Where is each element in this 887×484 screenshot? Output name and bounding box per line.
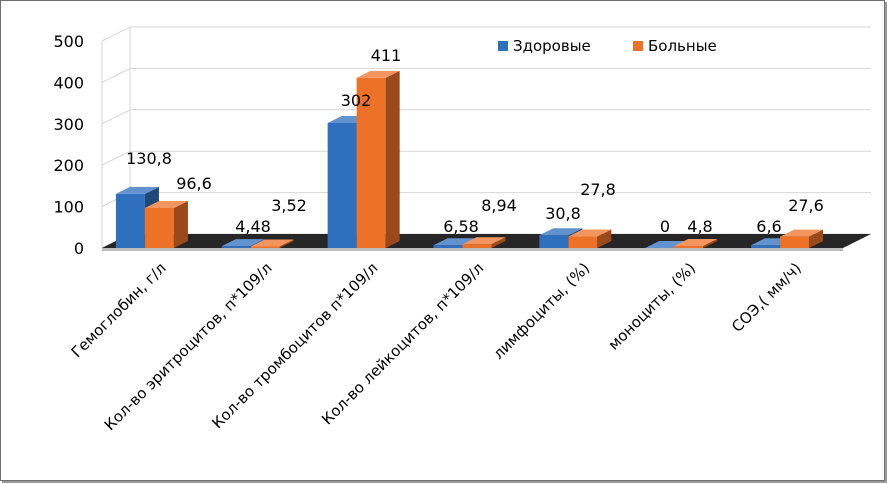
bar-side: [385, 70, 400, 248]
data-label: 0: [660, 217, 670, 236]
data-label: 3,52: [271, 196, 307, 215]
legend-swatch: [498, 41, 508, 51]
bar-side: [279, 239, 294, 248]
data-label: 4,8: [687, 217, 712, 236]
data-label: 4,48: [235, 217, 271, 236]
y-tick-label: 400: [53, 73, 84, 92]
y-tick-label: 300: [53, 115, 84, 134]
bar-top: [539, 228, 583, 236]
bar-side: [703, 239, 718, 248]
bar-front: [115, 193, 145, 248]
bar-front: [221, 246, 251, 248]
gridline-side: [101, 109, 131, 125]
bar-front: [751, 245, 781, 248]
y-tick-label: 0: [74, 239, 84, 258]
y-tick-label: 100: [53, 198, 84, 217]
bar-side: [597, 229, 612, 248]
bar-side: [809, 229, 824, 248]
legend-swatch: [633, 41, 643, 51]
bar-top: [250, 239, 294, 247]
data-label: 411: [371, 46, 402, 65]
legend-label: Больные: [648, 37, 717, 55]
data-label: 27,8: [580, 180, 616, 199]
x-category-label: лимфоциты, (%): [489, 259, 593, 363]
bar-top: [462, 237, 506, 245]
gridline-side: [101, 67, 131, 83]
x-category-label: Кол-во тромбоцитов п*109/л: [208, 259, 381, 432]
x-category-label: Кол-во эритроцитов, п*109/л: [101, 259, 276, 434]
y-tick-label: 500: [53, 32, 84, 51]
bar-front: [462, 244, 492, 248]
data-label: 302: [341, 91, 372, 110]
gridline-side: [101, 150, 131, 166]
data-label: 130,8: [126, 149, 172, 168]
bar-front: [327, 122, 357, 248]
bar-side: [173, 201, 188, 248]
bar-front: [356, 77, 386, 248]
bar-front: [674, 246, 704, 248]
x-category-label: Гемоглобин, г/л: [68, 259, 170, 361]
data-label: 6,58: [443, 217, 479, 236]
bar-top: [221, 239, 265, 247]
bar-front: [144, 208, 174, 248]
data-label: 8,94: [481, 196, 517, 215]
data-label: 6,6: [756, 217, 781, 236]
bar-side: [491, 237, 506, 248]
data-label: 30,8: [545, 204, 581, 223]
data-label: 96,6: [176, 174, 212, 193]
y-tick-label: 200: [53, 156, 84, 175]
bar-top: [674, 239, 718, 247]
bar-top: [115, 186, 159, 194]
x-category-label: моноциты, (%): [605, 259, 699, 353]
x-category-label: СОЭ,( мм/ч): [728, 259, 805, 336]
bar-top: [356, 70, 400, 78]
bar-front: [568, 236, 598, 248]
bar-top: [144, 201, 188, 209]
bar-top: [780, 229, 824, 237]
gridline-side: [101, 26, 131, 42]
bar-front: [433, 245, 463, 248]
chart-floor-edge: [102, 248, 843, 251]
bar-front: [250, 246, 280, 248]
data-label: 27,6: [788, 196, 824, 215]
bar-top: [568, 229, 612, 237]
legend-label: Здоровые: [513, 37, 591, 55]
bar-front: [780, 236, 810, 248]
bar-front: [539, 235, 569, 248]
